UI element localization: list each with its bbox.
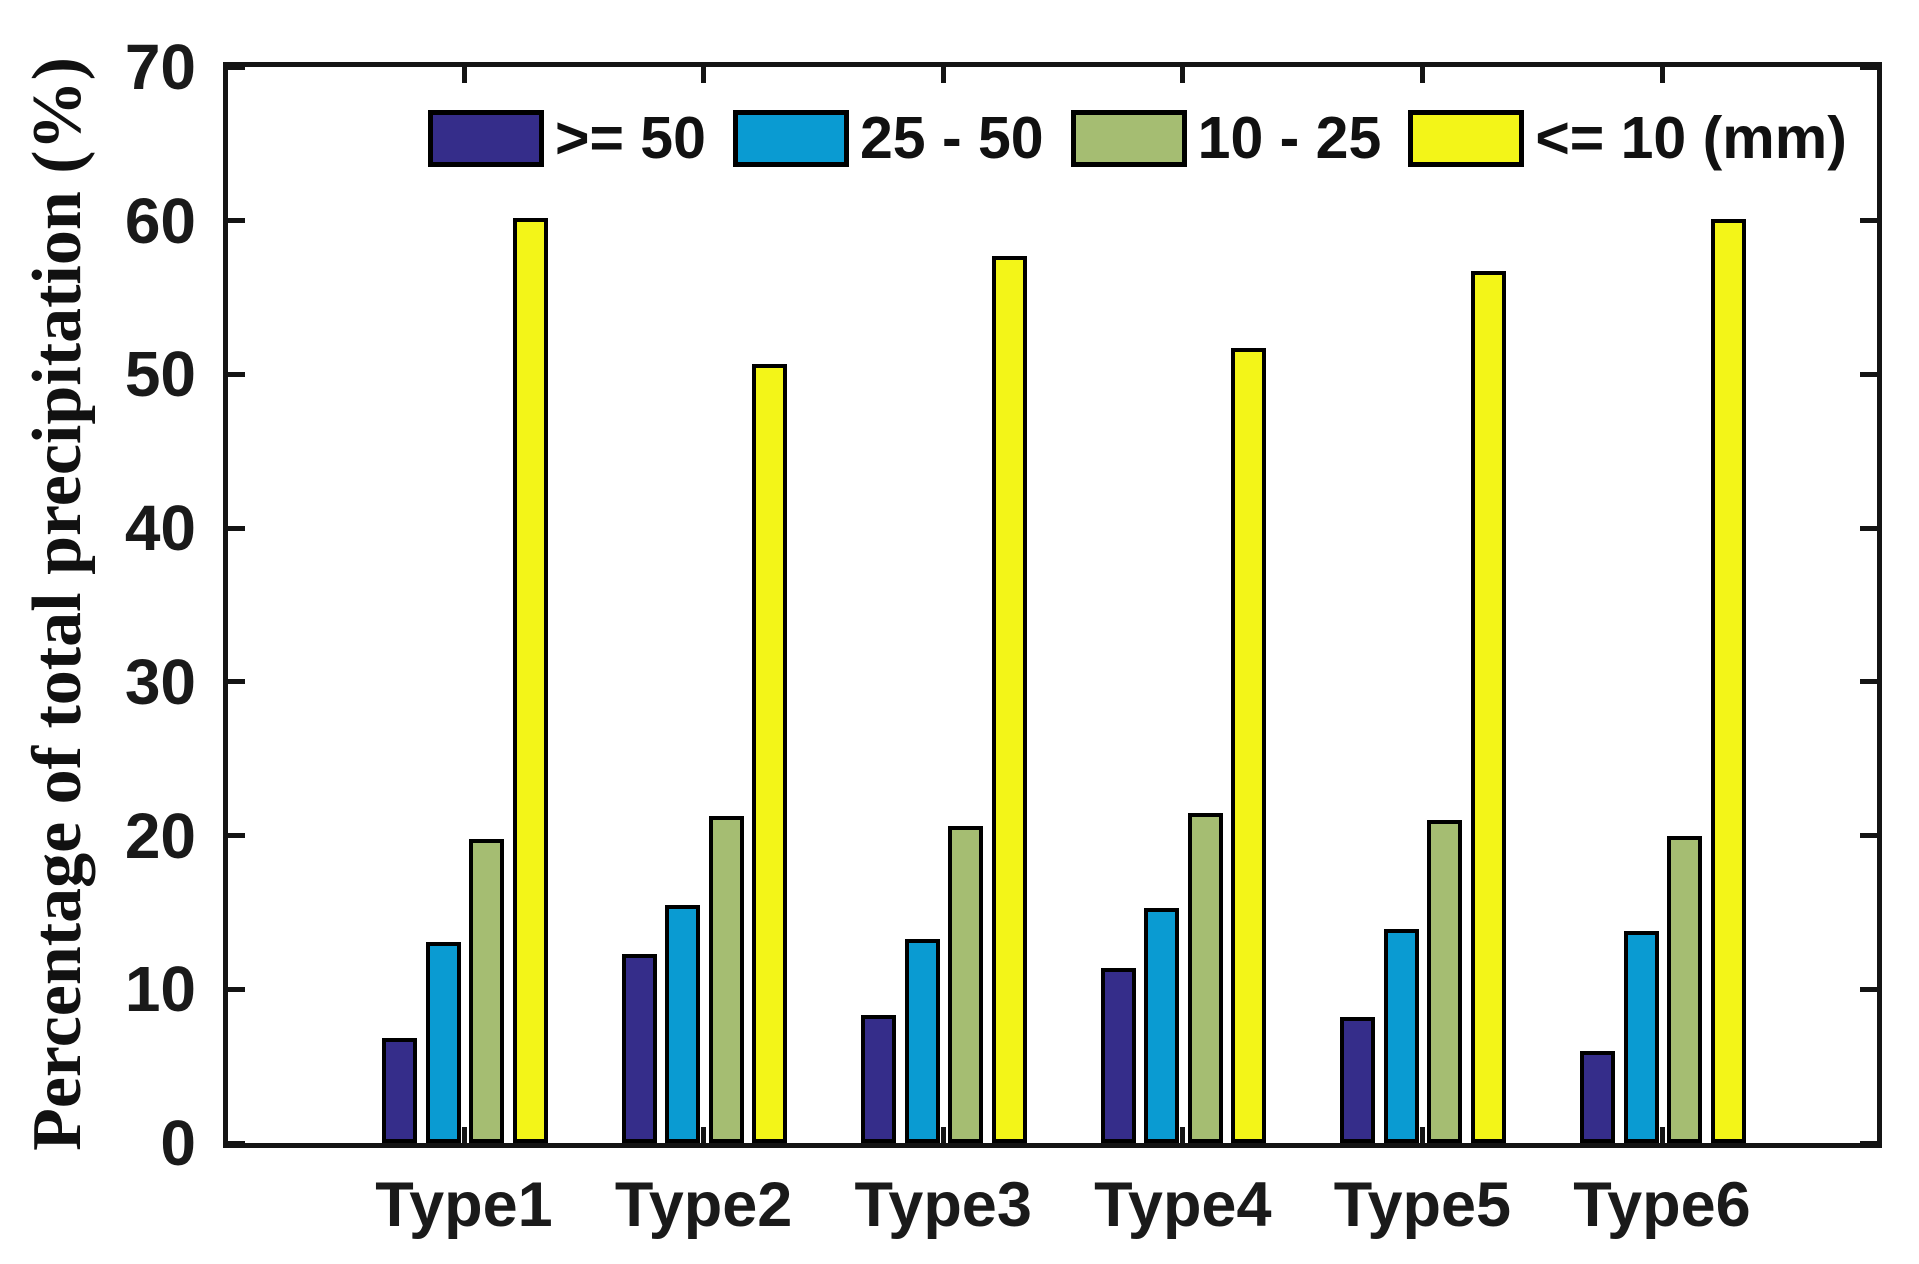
y-tick-label: 60 xyxy=(124,184,196,257)
y-tick-mark xyxy=(228,525,245,531)
y-tick-label: 40 xyxy=(124,492,196,565)
x-tick-mark xyxy=(1659,1127,1665,1143)
legend-swatch-3 xyxy=(1070,109,1187,167)
bar-Type1-series3 xyxy=(469,838,504,1143)
x-tick-mark-top xyxy=(1180,67,1186,83)
x-tick-mark xyxy=(1180,1127,1186,1143)
x-tick-mark-top xyxy=(1419,67,1425,83)
bar-Type5-series4 xyxy=(1470,271,1506,1143)
y-tick-label: 10 xyxy=(124,953,196,1026)
plot-area xyxy=(223,62,1882,1148)
y-tick-label: 20 xyxy=(124,799,196,872)
x-tick-mark-top xyxy=(940,67,946,83)
bar-Type5-series3 xyxy=(1427,820,1463,1143)
bar-Type3-series3 xyxy=(948,826,984,1143)
bar-Type6-series3 xyxy=(1667,835,1702,1143)
bar-Type1-series2 xyxy=(425,941,461,1143)
y-tick-mark-right xyxy=(1860,218,1877,224)
bar-Type5-series1 xyxy=(1340,1016,1376,1143)
bar-Type1-series4 xyxy=(512,217,548,1143)
x-tick-label: Type4 xyxy=(1094,1170,1272,1240)
bar-Type4-series3 xyxy=(1187,812,1223,1143)
x-tick-mark xyxy=(701,1127,707,1143)
bar-Type2-series1 xyxy=(621,953,657,1143)
bar-Type3-series4 xyxy=(991,256,1027,1143)
bar-Type3-series2 xyxy=(904,938,940,1143)
bar-Type2-series3 xyxy=(708,815,744,1143)
y-tick-label: 70 xyxy=(124,31,196,103)
y-tick-label: 0 xyxy=(160,1107,196,1179)
legend-label-2: 25 - 50 xyxy=(859,105,1044,171)
bar-Type1-series1 xyxy=(382,1038,417,1143)
x-tick-mark xyxy=(940,1127,946,1143)
legend-item-4: <= 10 (mm) xyxy=(1408,106,1847,170)
legend-label-4: <= 10 (mm) xyxy=(1535,105,1847,171)
x-tick-mark-top xyxy=(461,67,467,83)
legend-item-3: 10 - 25 xyxy=(1070,105,1382,171)
y-tick-mark-right xyxy=(1860,64,1877,70)
y-tick-mark xyxy=(228,371,245,377)
bar-Type2-series2 xyxy=(665,904,701,1143)
x-tick-label: Type5 xyxy=(1333,1170,1512,1240)
y-tick-mark-right xyxy=(1860,1140,1877,1146)
y-tick-mark-right xyxy=(1860,525,1877,531)
x-tick-label: Type1 xyxy=(375,1170,553,1240)
y-tick-mark xyxy=(228,679,245,685)
y-tick-mark xyxy=(228,986,245,992)
y-tick-mark xyxy=(228,218,245,224)
y-tick-mark-right xyxy=(1860,833,1877,839)
bar-Type2-series4 xyxy=(752,363,788,1143)
bar-Type4-series1 xyxy=(1100,967,1136,1143)
y-tick-mark-right xyxy=(1860,986,1877,992)
bar-Type4-series2 xyxy=(1144,907,1180,1143)
bar-Type4-series4 xyxy=(1231,348,1267,1143)
x-tick-label: Type6 xyxy=(1573,1170,1751,1240)
x-tick-label: Type2 xyxy=(614,1170,793,1240)
y-tick-label: 50 xyxy=(124,338,196,411)
bar-Type3-series1 xyxy=(861,1015,897,1143)
legend-swatch-1 xyxy=(428,109,544,167)
bar-Type6-series1 xyxy=(1580,1050,1615,1143)
x-tick-mark-top xyxy=(1659,67,1665,83)
y-tick-mark xyxy=(228,64,245,70)
x-tick-mark xyxy=(461,1127,467,1143)
bar-Type5-series2 xyxy=(1383,929,1419,1143)
y-tick-mark xyxy=(228,833,245,839)
legend-item-2: 25 - 50 xyxy=(732,105,1044,171)
y-tick-mark-right xyxy=(1860,679,1877,685)
legend-label-1: >= 50 xyxy=(555,105,706,171)
x-tick-mark xyxy=(1419,1127,1425,1143)
legend-swatch-2 xyxy=(732,109,849,167)
legend-label-3: 10 - 25 xyxy=(1197,105,1382,171)
x-tick-mark-top xyxy=(701,67,707,83)
bar-Type6-series4 xyxy=(1710,219,1746,1143)
legend-swatch-4 xyxy=(1408,109,1525,167)
y-tick-label: 30 xyxy=(124,645,196,718)
bar-Type6-series2 xyxy=(1623,930,1659,1143)
x-tick-label: Type3 xyxy=(854,1170,1032,1240)
legend: >= 50 25 - 50 10 - 25 <= 10 (mm) xyxy=(428,106,1847,170)
y-tick-mark-right xyxy=(1860,371,1877,377)
legend-item-1: >= 50 xyxy=(428,106,706,170)
y-tick-mark xyxy=(228,1140,245,1146)
